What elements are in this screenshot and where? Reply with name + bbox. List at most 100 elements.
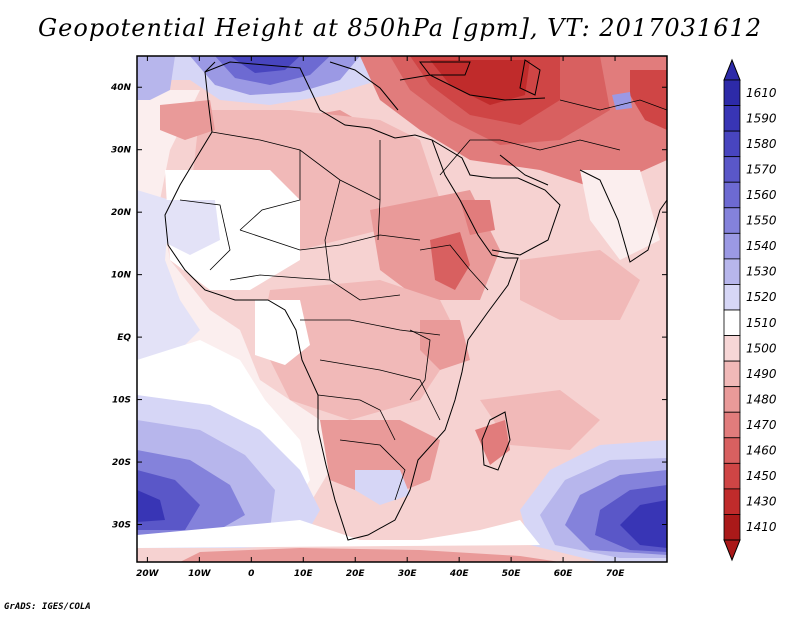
colorbar-swatch bbox=[723, 284, 741, 311]
colorbar-label: 1590 bbox=[746, 111, 777, 125]
country-borders bbox=[179, 99, 667, 501]
central-asia-ridge bbox=[630, 70, 667, 130]
lat-label: 30S bbox=[112, 521, 131, 531]
colorbar-label: 1570 bbox=[746, 162, 777, 176]
lon-label: 10E bbox=[294, 569, 314, 579]
border-line bbox=[239, 150, 301, 231]
east-africa-mid bbox=[420, 320, 470, 370]
lon-label: 0 bbox=[248, 569, 254, 579]
lon-label: 10W bbox=[188, 569, 212, 579]
colorbar-swatch bbox=[723, 156, 741, 183]
lat-label: 30N bbox=[111, 146, 132, 156]
lat-label: 20N bbox=[111, 208, 132, 218]
lat-label: 10S bbox=[112, 396, 131, 406]
northwest-lavender bbox=[137, 56, 175, 100]
colorbar: 1610 1590 1580 1570 1560 1550 1540 1530 1520 1510… bbox=[723, 58, 777, 562]
madagascar-high bbox=[475, 420, 510, 465]
lat-label: 40N bbox=[110, 83, 132, 93]
border-line bbox=[419, 244, 489, 291]
colorbar-label: 1550 bbox=[746, 214, 777, 228]
colorbar-swatch bbox=[723, 462, 741, 490]
arabia-coastline bbox=[431, 139, 561, 256]
lon-label: 20W bbox=[136, 569, 160, 579]
grads-credit: GrADS: IGES/COLA bbox=[4, 602, 91, 612]
india-coastline bbox=[579, 169, 667, 263]
west-africa-lavender bbox=[160, 200, 220, 255]
longitude-axis: 20W 10W 0 10E 20E 30E 40E 50E 60E 70E bbox=[136, 56, 625, 579]
latitude-axis: 40N 30N 20N 10N EQ 10S 20S 30S bbox=[110, 83, 667, 531]
colorbar-label: 1510 bbox=[746, 316, 777, 330]
colorbar-label: 1450 bbox=[746, 469, 777, 483]
colorbar-swatch bbox=[723, 258, 741, 285]
colorbar-label: 1520 bbox=[746, 290, 777, 304]
coastlines bbox=[164, 59, 667, 541]
colorbar-label: 1530 bbox=[746, 265, 777, 279]
colorbar-min-arrow bbox=[723, 539, 741, 562]
colorbar-label: 1610 bbox=[746, 86, 777, 100]
colorbar-label: 1580 bbox=[746, 137, 777, 151]
colorbar-label: 1500 bbox=[746, 341, 777, 355]
persian-gulf bbox=[499, 154, 549, 186]
colorbar-max-arrow bbox=[723, 58, 741, 81]
colorbar-label: 1560 bbox=[746, 188, 777, 202]
southern-red-strip bbox=[180, 548, 560, 562]
lon-label: 20E bbox=[346, 569, 366, 579]
lon-label: 60E bbox=[554, 569, 574, 579]
europe-coastline bbox=[204, 61, 546, 111]
red-sea-high bbox=[460, 200, 495, 235]
lon-label: 40E bbox=[449, 569, 470, 579]
lat-label: EQ bbox=[117, 333, 131, 343]
colorbar-label: 1470 bbox=[746, 418, 777, 432]
colorbar-swatch bbox=[723, 360, 741, 388]
colorbar-swatch bbox=[723, 79, 741, 106]
south-atlantic-low-5 bbox=[137, 490, 165, 522]
colorbar-swatch bbox=[723, 207, 741, 234]
colorbar-swatch bbox=[723, 488, 741, 515]
equatorial-white bbox=[255, 300, 310, 365]
middle-east-ridge-4 bbox=[430, 60, 530, 105]
indian-ocean-high bbox=[480, 390, 600, 450]
colorbar-swatch bbox=[723, 411, 741, 439]
lon-label: 30E bbox=[398, 569, 418, 579]
colorbar-label: 1460 bbox=[746, 444, 777, 458]
colorbar-swatch bbox=[723, 335, 741, 362]
border-line bbox=[409, 329, 431, 401]
border-line bbox=[319, 359, 441, 421]
lat-label: 10N bbox=[111, 271, 132, 281]
border-line bbox=[559, 99, 667, 111]
black-sea bbox=[418, 61, 471, 76]
central-africa-mid bbox=[260, 280, 460, 420]
border-line bbox=[377, 140, 381, 241]
colorbar-label: 1410 bbox=[746, 520, 777, 534]
southern-africa-mid bbox=[320, 420, 440, 500]
border-line bbox=[324, 179, 341, 281]
caspian-sea bbox=[519, 59, 541, 96]
colorbar-swatch bbox=[723, 514, 741, 541]
colorbar-swatch bbox=[723, 181, 741, 209]
madagascar bbox=[481, 411, 511, 471]
colorbar-swatch bbox=[723, 309, 741, 336]
border-line bbox=[439, 139, 621, 176]
colorbar-label: 1430 bbox=[746, 495, 777, 509]
border-line bbox=[239, 229, 421, 251]
colorbar-swatch bbox=[723, 232, 741, 260]
colorbar-label: 1540 bbox=[746, 239, 777, 253]
morocco-high bbox=[160, 100, 215, 140]
border-line bbox=[317, 394, 396, 441]
arabian-sea-high bbox=[520, 250, 640, 320]
map-title: Geopotential Height at 850hPa [gpm], VT:… bbox=[38, 14, 762, 42]
colorbar-label: 1480 bbox=[746, 392, 777, 406]
southern-white-band bbox=[137, 520, 540, 548]
lon-label: 50E bbox=[502, 569, 522, 579]
lat-label: 20S bbox=[112, 458, 131, 468]
colorbar-label: 1490 bbox=[746, 367, 777, 381]
india-pale bbox=[580, 170, 660, 260]
south-indian-low-5 bbox=[620, 500, 667, 548]
border-line bbox=[300, 319, 441, 336]
lon-label: 70E bbox=[606, 569, 626, 579]
colorbar-swatch bbox=[723, 105, 741, 132]
colorbar-swatch bbox=[723, 437, 741, 464]
africa-coastline bbox=[164, 61, 519, 541]
border-line bbox=[229, 274, 401, 301]
